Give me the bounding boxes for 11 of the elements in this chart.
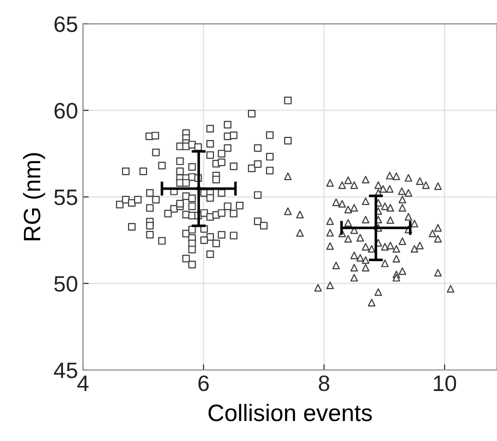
y-tick-label: 60 [54, 102, 78, 119]
x-tick-label: 10 [434, 375, 456, 392]
y-axis-title: RG (nm) [23, 153, 46, 240]
x-tick-label: 4 [77, 376, 89, 391]
x-tick-label: 6 [198, 375, 209, 392]
y-tick-label: 50 [54, 276, 78, 292]
x-tick-label: 8 [318, 375, 330, 392]
y-tick-label: 55 [54, 190, 78, 206]
y-tick-label: 45 [54, 362, 78, 378]
y-tick-label: 65 [54, 16, 78, 32]
x-axis-title: Collision events [208, 404, 372, 422]
